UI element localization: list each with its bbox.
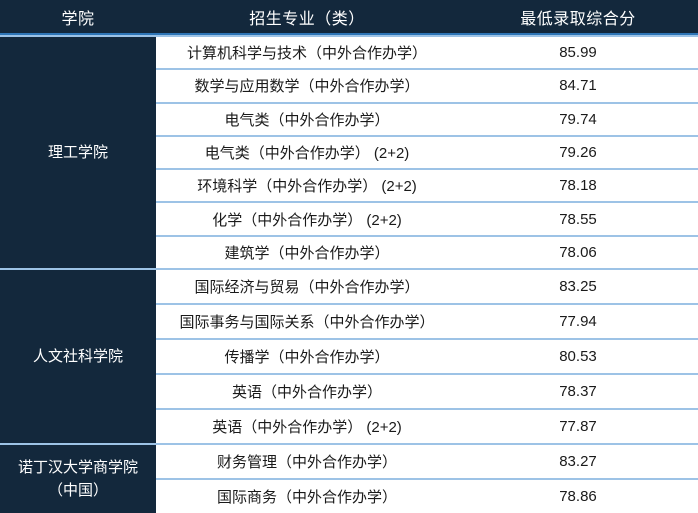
major-cell: 电气类（中外合作办学） bbox=[224, 111, 390, 129]
score-cell: 78.37 bbox=[559, 383, 597, 400]
table-row: 数学与应用数学（中外合作办学） 84.71 bbox=[156, 70, 698, 104]
major-cell: 财务管理（中外合作办学） bbox=[216, 454, 397, 471]
score-cell: 77.94 bbox=[559, 313, 597, 330]
table-header-row: 学院 招生专业（类） 最低录取综合分 bbox=[0, 0, 698, 33]
major-cell: 国际经济与贸易（中外合作办学） bbox=[194, 279, 420, 296]
score-cell: 84.71 bbox=[559, 77, 597, 95]
header-major: 招生专业（类） bbox=[249, 10, 365, 28]
header-divider-dark bbox=[0, 33, 698, 35]
table-row: 环境科学（中外合作办学） (2+2) 78.18 bbox=[156, 170, 698, 204]
score-cell: 85.99 bbox=[559, 44, 597, 62]
score-cell: 83.25 bbox=[559, 278, 597, 295]
major-cell: 环境科学（中外合作办学） (2+2) bbox=[197, 178, 417, 196]
major-cell: 电气类（中外合作办学） (2+2) bbox=[204, 144, 410, 162]
score-cell: 79.26 bbox=[559, 143, 597, 161]
table-row: 国际经济与贸易（中外合作办学） 83.25 bbox=[156, 270, 698, 305]
major-cell: 传播学（中外合作办学） bbox=[224, 349, 390, 366]
header-divider-light bbox=[0, 35, 698, 37]
major-cell: 英语（中外合作办学） bbox=[231, 384, 382, 401]
table-row: 国际商务（中外合作办学） 78.86 bbox=[156, 480, 698, 513]
major-cell: 计算机科学与技术（中外合作办学） bbox=[186, 45, 427, 63]
college-cell: 人文社科学院 bbox=[0, 270, 156, 443]
major-cell: 英语（中外合作办学） (2+2) bbox=[212, 419, 402, 436]
header-min-score: 最低录取综合分 bbox=[520, 10, 636, 28]
college-group: 理工学院 计算机科学与技术（中外合作办学） 85.99 数学与应用数学（中外合作办学）… bbox=[0, 37, 698, 270]
score-cell: 78.86 bbox=[559, 488, 597, 505]
college-cell: 诺丁汉大学商学院 （中国） bbox=[0, 445, 156, 513]
table-row: 计算机科学与技术（中外合作办学） 85.99 bbox=[156, 37, 698, 71]
table-row: 国际事务与国际关系（中外合作办学） 77.94 bbox=[156, 305, 698, 340]
score-cell: 79.74 bbox=[559, 110, 597, 128]
major-cell: 化学（中外合作办学） (2+2) bbox=[212, 211, 402, 229]
table-row: 化学（中外合作办学） (2+2) 78.55 bbox=[156, 203, 698, 237]
table-row: 传播学（中外合作办学） 80.53 bbox=[156, 340, 698, 375]
score-cell: 78.06 bbox=[559, 243, 597, 261]
score-cell: 83.27 bbox=[559, 453, 597, 470]
group-rows: 国际经济与贸易（中外合作办学） 83.25 国际事务与国际关系（中外合作办学） 77.… bbox=[156, 270, 698, 443]
table-row: 电气类（中外合作办学） (2+2) 79.26 bbox=[156, 136, 698, 171]
major-cell: 国际商务（中外合作办学） bbox=[216, 489, 397, 506]
major-cell: 建筑学（中外合作办学） bbox=[224, 244, 390, 262]
table-row: 财务管理（中外合作办学） 83.27 bbox=[156, 445, 698, 480]
header-college: 学院 bbox=[61, 10, 95, 28]
college-cell: 理工学院 bbox=[0, 37, 156, 268]
score-cell: 78.55 bbox=[559, 210, 597, 228]
group-rows: 计算机科学与技术（中外合作办学） 85.99 数学与应用数学（中外合作办学） 84.7… bbox=[156, 37, 698, 268]
college-group: 人文社科学院 国际经济与贸易（中外合作办学） 83.25 国际事务与国际关系（中外合作… bbox=[0, 270, 698, 445]
table-row: 英语（中外合作办学） (2+2) 77.87 bbox=[156, 410, 698, 443]
major-cell: 数学与应用数学（中外合作办学） bbox=[194, 78, 420, 96]
table-body: 理工学院 计算机科学与技术（中外合作办学） 85.99 数学与应用数学（中外合作办学）… bbox=[0, 37, 698, 513]
group-rows: 财务管理（中外合作办学） 83.27 国际商务（中外合作办学） 78.86 bbox=[156, 445, 698, 513]
table-row: 建筑学（中外合作办学） 78.06 bbox=[156, 236, 698, 268]
table-row: 电气类（中外合作办学） 79.74 bbox=[156, 103, 698, 137]
college-group: 诺丁汉大学商学院 （中国） 财务管理（中外合作办学） 83.27 国际商务（中外合作办… bbox=[0, 445, 698, 513]
table-row: 英语（中外合作办学） 78.37 bbox=[156, 375, 698, 410]
score-cell: 80.53 bbox=[559, 348, 597, 365]
score-cell: 77.87 bbox=[559, 418, 597, 435]
score-cell: 78.18 bbox=[559, 177, 597, 195]
major-cell: 国际事务与国际关系（中外合作办学） bbox=[179, 314, 435, 331]
